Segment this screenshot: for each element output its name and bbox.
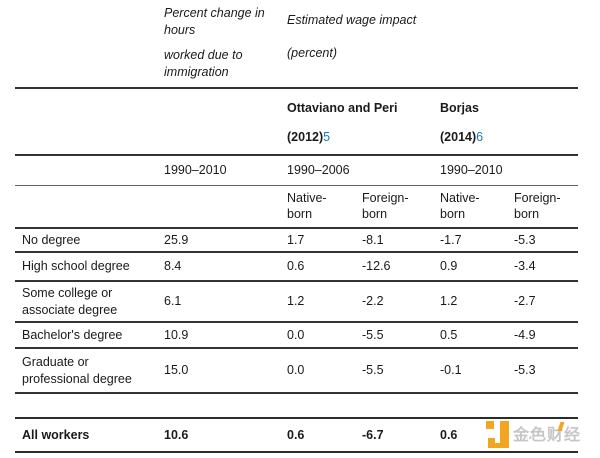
wage-header-line1: Estimated wage impact	[287, 13, 417, 27]
cell-hours: 10.6	[164, 418, 287, 453]
table-row: No degree 25.9 1.7 -8.1 -1.7 -5.3	[15, 228, 579, 253]
cell-op-native: 0.0	[287, 322, 362, 349]
study-year: (2014)	[440, 130, 477, 144]
cell-borjas-foreign: -5.3	[514, 348, 579, 394]
cell-op-native: 0.6	[287, 252, 362, 282]
footnote-ref-5[interactable]: 5	[323, 130, 331, 144]
study-name: Borjas	[440, 101, 479, 115]
cell-borjas-foreign: -5.3	[514, 228, 579, 253]
cell-op-foreign: -12.6	[362, 252, 440, 282]
cell-hours: 6.1	[164, 281, 287, 323]
header-row-titles: Percent change in hours worked due to im…	[15, 0, 579, 89]
header-row-periods: 1990–2010 1990–2006 1990–2010	[15, 155, 579, 186]
table-row: Bachelor's degree 10.9 0.0 -5.5 0.5 -4.9	[15, 322, 579, 349]
cell-op-foreign: -8.1	[362, 228, 440, 253]
empty-cell	[164, 88, 287, 156]
cell-borjas-native: 1.2	[440, 281, 514, 323]
cell-op-foreign: -2.2	[362, 281, 440, 323]
empty-cell	[164, 185, 287, 229]
cell-op-foreign: -5.5	[362, 348, 440, 394]
study2-period: 1990–2010	[440, 155, 579, 186]
header-row-birth-status: Native-born Foreign-born Native-born For…	[15, 185, 579, 229]
cell-op-native: 1.7	[287, 228, 362, 253]
header-row-studies: Ottaviano and Peri (2012)5 Borjas (2014)…	[15, 88, 579, 156]
table-row: Some college or associate degree 6.1 1.2…	[15, 281, 579, 323]
cell-op-native: 0.0	[287, 348, 362, 394]
cell-borjas-foreign: -3.4	[514, 252, 579, 282]
subheader-foreign-born-2: Foreign-born	[514, 185, 579, 229]
row-label: High school degree	[15, 252, 164, 282]
empty-cell	[15, 393, 579, 419]
study-year: (2012)	[287, 130, 324, 144]
empty-cell	[15, 185, 164, 229]
subheader-foreign-born-1: Foreign-born	[362, 185, 440, 229]
immigration-wage-table: Percent change in hours worked due to im…	[15, 0, 579, 453]
row-label: Bachelor's degree	[15, 322, 164, 349]
cell-op-foreign: -5.5	[362, 322, 440, 349]
table-row: High school degree 8.4 0.6 -12.6 0.9 -3.…	[15, 252, 579, 282]
table-row: Graduate or professional degree 15.0 0.0…	[15, 348, 579, 394]
wage-column-header: Estimated wage impact (percent)	[287, 0, 579, 89]
total-row-label: All workers	[15, 418, 164, 453]
row-label: Some college or associate degree	[15, 281, 164, 323]
cell-borjas-native: 0.5	[440, 322, 514, 349]
study-name: Ottaviano and Peri	[287, 101, 398, 115]
study1-period: 1990–2006	[287, 155, 440, 186]
cell-hours: 10.9	[164, 322, 287, 349]
cell-borjas-foreign: -2.7	[514, 281, 579, 323]
wage-header-line2: (percent)	[287, 46, 338, 60]
subheader-native-born-2: Native-born	[440, 185, 514, 229]
cell-op-foreign: -6.7	[362, 418, 440, 453]
empty-cell	[15, 155, 164, 186]
cell-hours: 15.0	[164, 348, 287, 394]
cell-hours: 25.9	[164, 228, 287, 253]
cell-borjas-native: 0.9	[440, 252, 514, 282]
empty-cell	[15, 0, 164, 89]
cell-op-native: 0.6	[287, 418, 362, 453]
spacer-row	[15, 393, 579, 419]
jinse-finance-logo-icon	[486, 421, 509, 448]
cell-borjas-foreign: -4.9	[514, 322, 579, 349]
cell-hours: 8.4	[164, 252, 287, 282]
watermark-text: 金色财经	[513, 421, 582, 445]
study-ottaviano-peri-header: Ottaviano and Peri (2012)5	[287, 88, 440, 156]
row-label: No degree	[15, 228, 164, 253]
hours-header-line1: Percent change in hours	[164, 6, 265, 37]
hours-period: 1990–2010	[164, 155, 287, 186]
hours-column-header: Percent change in hours worked due to im…	[164, 0, 287, 89]
cell-borjas-native: -0.1	[440, 348, 514, 394]
cell-borjas-native: -1.7	[440, 228, 514, 253]
footnote-ref-6[interactable]: 6	[476, 130, 484, 144]
study-borjas-header: Borjas (2014)6	[440, 88, 579, 156]
jinse-finance-watermark: 金色财经	[483, 418, 595, 450]
subheader-native-born-1: Native-born	[287, 185, 362, 229]
hours-header-line2: worked due to immigration	[164, 48, 243, 79]
cell-op-native: 1.2	[287, 281, 362, 323]
row-label: Graduate or professional degree	[15, 348, 164, 394]
empty-cell	[15, 88, 164, 156]
